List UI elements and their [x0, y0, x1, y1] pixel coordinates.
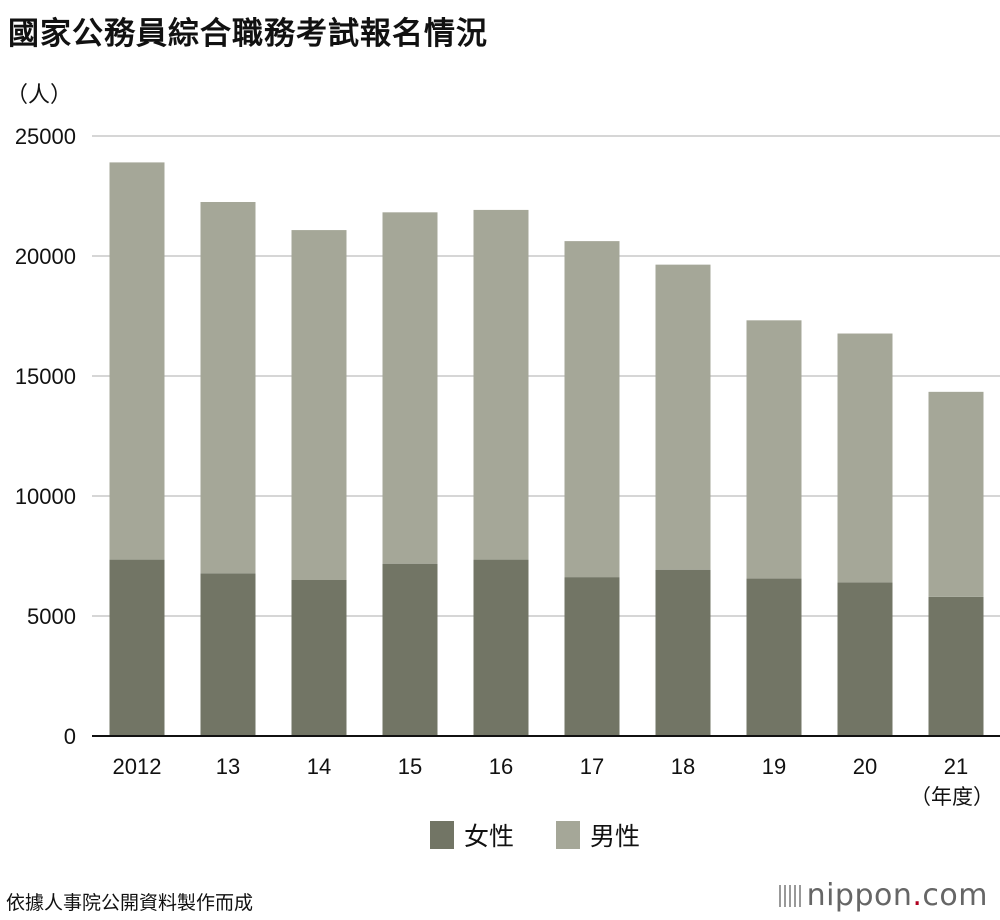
source-note: 依據人事院公開資料製作而成	[6, 892, 254, 914]
y-tick-label: 0	[64, 724, 76, 749]
bar-segment-male	[382, 212, 438, 564]
y-unit-label: （人）	[6, 82, 72, 107]
bar-segment-male	[109, 162, 165, 560]
brand-mark-icon	[778, 885, 801, 907]
brand-suffix: com	[922, 878, 988, 913]
bar-segment-male	[473, 209, 529, 560]
bar-segment-male	[291, 230, 347, 580]
x-tick-label: 19	[762, 754, 786, 779]
legend-label-male: 男性	[590, 823, 640, 851]
bar-segment-female	[291, 580, 347, 736]
bar-segment-male	[655, 264, 711, 570]
y-tick-label: 10000	[15, 484, 76, 509]
x-tick-label: 20	[853, 754, 877, 779]
x-tick-label: 21	[944, 754, 968, 779]
bar-segment-male	[564, 241, 620, 578]
x-tick-label: 17	[580, 754, 604, 779]
y-tick-label: 5000	[27, 604, 76, 629]
brand-dot: .	[912, 878, 923, 913]
x-unit-label: （年度）	[910, 786, 994, 809]
legend-swatch-female	[430, 821, 454, 849]
y-tick-label: 25000	[15, 124, 76, 149]
y-tick-label: 20000	[15, 244, 76, 269]
x-tick-label: 15	[398, 754, 422, 779]
bar-segment-female	[655, 569, 711, 736]
bar-segment-female	[928, 596, 984, 736]
brand-logo: nippon.com	[778, 878, 988, 913]
legend-label-female: 女性	[464, 823, 514, 851]
bar-segment-male	[746, 320, 802, 579]
x-tick-label: 13	[216, 754, 240, 779]
x-tick-label: 18	[671, 754, 695, 779]
legend-swatch-male	[556, 821, 580, 849]
bar-segment-female	[382, 563, 438, 736]
bar-segment-female	[564, 577, 620, 736]
bar-segment-female	[200, 573, 256, 736]
bar-segment-male	[837, 333, 893, 583]
bar-segment-female	[473, 559, 529, 736]
bar-segment-female	[746, 578, 802, 736]
x-tick-label: 2012	[113, 754, 162, 779]
stacked-bar-chart: 0 5000 10000 15000 20000 25000 （人） 2012 13 14 15 16…	[6, 82, 1000, 851]
axes: 0 5000 10000 15000 20000 25000 （人） 2012 13 14 15 16…	[6, 82, 1000, 809]
brand-name: nippon	[806, 878, 913, 913]
x-tick-label: 14	[307, 754, 331, 779]
chart-title: 國家公務員綜合職務考試報名情況	[8, 16, 488, 52]
bars	[109, 162, 984, 736]
bar-segment-female	[837, 582, 893, 736]
bar-segment-male	[928, 391, 984, 597]
legend: 女性 男性	[430, 821, 640, 851]
bar-segment-male	[200, 202, 256, 574]
y-tick-label: 15000	[15, 364, 76, 389]
x-tick-label: 16	[489, 754, 513, 779]
bar-segment-female	[109, 559, 165, 736]
